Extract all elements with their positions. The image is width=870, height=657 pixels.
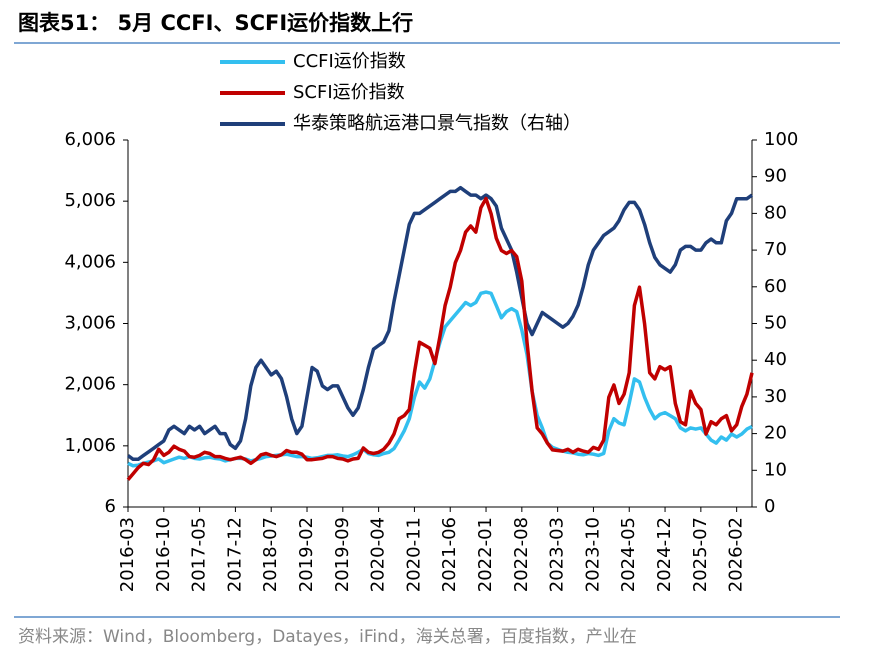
x-tick-label: 2016-03: [117, 517, 138, 592]
x-tick-label: 2023-03: [547, 517, 568, 592]
y-tick-label: 3,006: [64, 313, 116, 334]
x-tick-label: 2019-02: [296, 517, 317, 592]
x-tick-label: 2022-01: [475, 517, 496, 592]
x-tick-label: 2017-12: [224, 517, 245, 592]
x-tick-label: 2024-12: [654, 517, 675, 592]
chart-title: 图表51： 5月 CCFI、SCFI运价指数上行: [18, 11, 413, 35]
legend-label: CCFI运价指数: [293, 51, 406, 72]
y2-tick-label: 90: [764, 166, 787, 187]
y2-tick-label: 0: [764, 496, 775, 517]
y2-tick-label: 50: [764, 313, 787, 334]
legend-label: SCFI运价指数: [293, 82, 405, 103]
y2-tick-label: 60: [764, 276, 787, 297]
y2-tick-label: 20: [764, 423, 787, 444]
y2-tick-label: 70: [764, 239, 787, 260]
y-tick-label: 4,006: [64, 251, 116, 272]
y-tick-label: 6,006: [64, 129, 116, 150]
y-tick-label: 2,006: [64, 374, 116, 395]
y2-tick-label: 10: [764, 459, 787, 480]
source: 资料来源：Wind，Bloomberg，Datayes，iFind，海关总署，百…: [18, 627, 637, 647]
x-tick-label: 2016-10: [153, 517, 174, 592]
series-line: [126, 185, 754, 462]
y2-tick-label: 30: [764, 386, 787, 407]
x-tick-label: 2017-05: [189, 517, 210, 592]
x-tick-label: 2020-11: [403, 517, 424, 592]
x-tick-label: 2024-05: [618, 517, 639, 592]
y2-tick-label: 40: [764, 349, 787, 370]
y2-tick-label: 80: [764, 202, 787, 223]
x-tick-label: 2018-07: [260, 517, 281, 592]
series-line: [126, 196, 754, 481]
x-tick-label: 2022-08: [511, 517, 532, 592]
y-tick-label: 5,006: [64, 190, 116, 211]
y-tick-label: 6: [105, 496, 116, 517]
y-tick-label: 1,006: [64, 435, 116, 456]
x-tick-label: 2020-04: [368, 517, 389, 592]
x-tick-label: 2026-02: [726, 517, 747, 592]
x-tick-label: 2021-06: [439, 517, 460, 592]
legend-label: 华泰策略航运港口景气指数（右轴）: [293, 113, 581, 134]
y2-tick-label: 100: [764, 129, 798, 150]
x-tick-label: 2019-09: [332, 517, 353, 592]
x-tick-label: 2025-07: [690, 517, 711, 592]
x-tick-label: 2023-10: [582, 517, 603, 592]
series-line: [127, 290, 753, 468]
